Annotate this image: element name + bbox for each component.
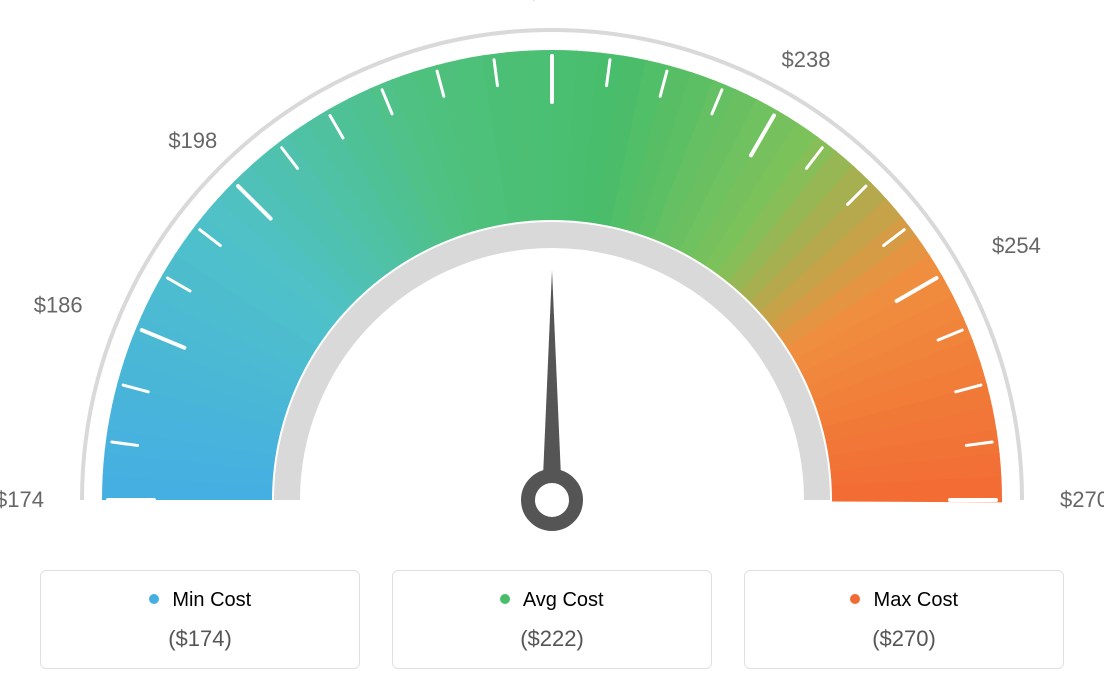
legend-card-max: Max Cost ($270): [744, 570, 1064, 669]
legend-title-max: Max Cost: [755, 589, 1053, 612]
tick-label: $174: [0, 487, 44, 512]
gauge-chart: $174 $186 $198 $222 $238 $254 $270: [0, 0, 1104, 560]
legend-card-min: Min Cost ($174): [40, 570, 360, 669]
dot-max-icon: [850, 594, 860, 604]
legend-title-min: Min Cost: [51, 589, 349, 612]
tick-label: $198: [168, 128, 217, 153]
tick-label: $222: [528, 0, 577, 4]
legend-row: Min Cost ($174) Avg Cost ($222) Max Cost…: [0, 570, 1104, 669]
dot-avg-icon: [500, 594, 510, 604]
legend-max-value: ($270): [755, 626, 1053, 652]
legend-avg-value: ($222): [403, 626, 701, 652]
legend-title-avg: Avg Cost: [403, 589, 701, 612]
legend-max-label: Max Cost: [874, 589, 958, 611]
needle-hub: [528, 476, 576, 524]
tick-label: $254: [992, 233, 1041, 258]
cost-gauge-container: $174 $186 $198 $222 $238 $254 $270 Min Cost ($…: [0, 0, 1104, 690]
dot-min-icon: [149, 594, 159, 604]
tick-label: $270: [1060, 487, 1104, 512]
tick-label: $238: [782, 47, 831, 72]
gauge-area: $174 $186 $198 $222 $238 $254 $270: [0, 0, 1104, 560]
legend-min-label: Min Cost: [172, 589, 251, 611]
legend-card-avg: Avg Cost ($222): [392, 570, 712, 669]
legend-min-value: ($174): [51, 626, 349, 652]
tick-label: $186: [34, 293, 83, 318]
gauge-needle: [542, 270, 562, 500]
legend-avg-label: Avg Cost: [523, 589, 604, 611]
